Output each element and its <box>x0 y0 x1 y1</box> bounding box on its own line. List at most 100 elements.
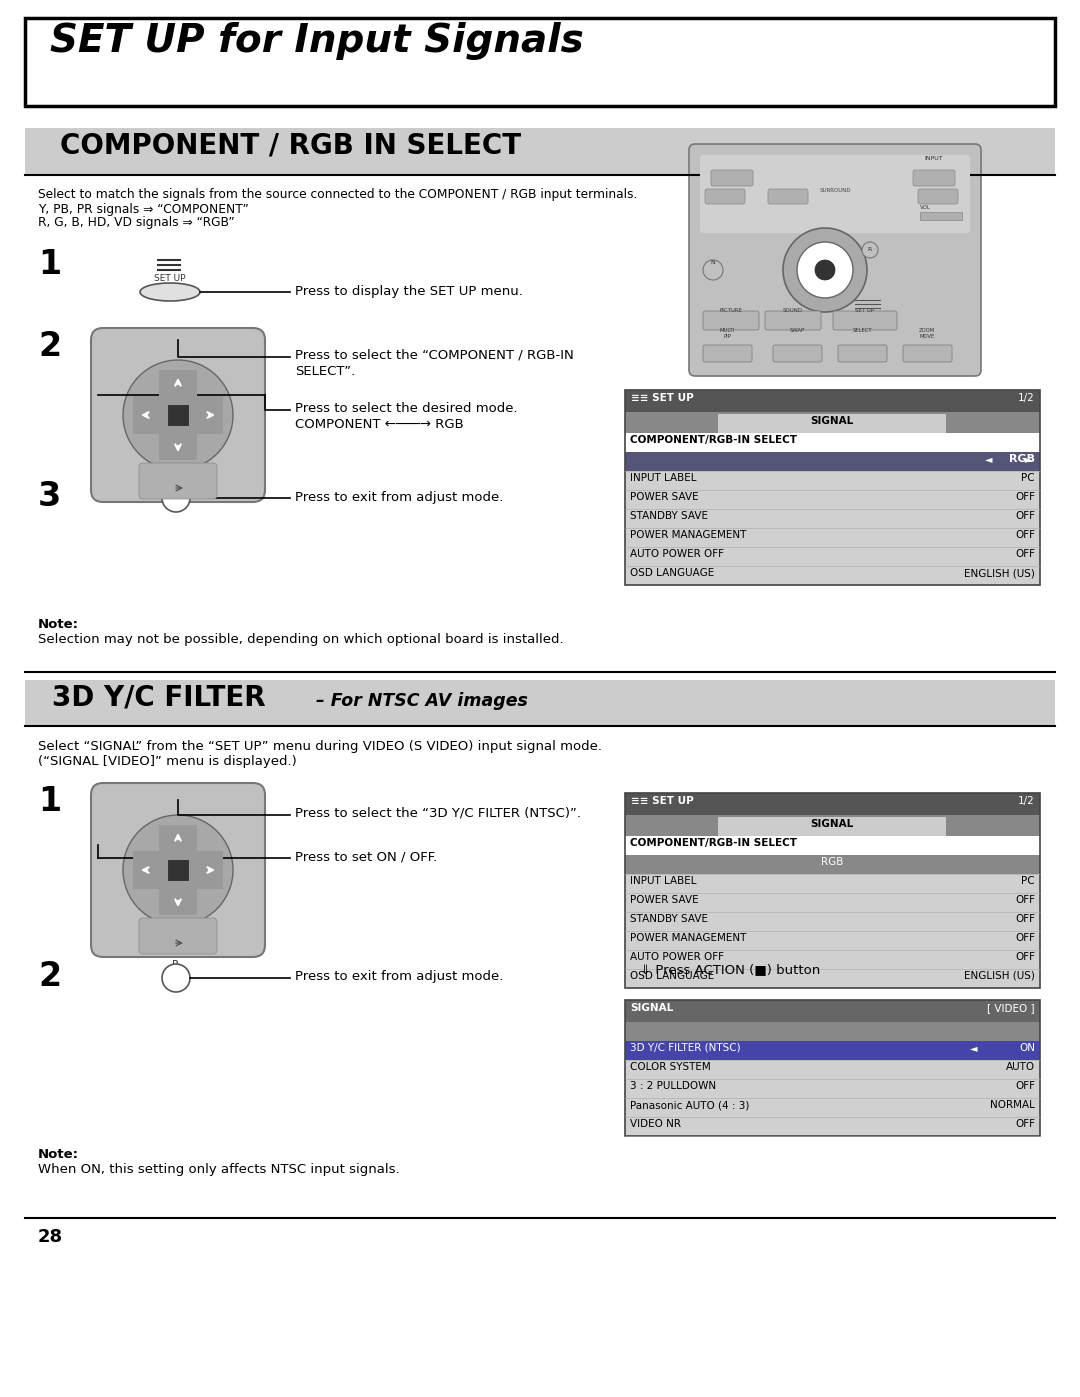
Text: OFF: OFF <box>1015 1119 1035 1129</box>
Bar <box>625 548 1040 566</box>
Text: R: R <box>868 247 873 251</box>
Bar <box>25 680 1055 726</box>
Text: AUTO POWER OFF: AUTO POWER OFF <box>630 549 724 559</box>
Bar <box>168 861 188 880</box>
Bar <box>625 793 1040 988</box>
FancyBboxPatch shape <box>833 312 897 330</box>
Bar <box>133 851 222 888</box>
Text: SELECT: SELECT <box>852 328 872 332</box>
Bar <box>625 566 1040 585</box>
Bar <box>25 129 1055 175</box>
Text: SOUND: SOUND <box>783 307 804 313</box>
Bar <box>159 826 197 915</box>
Bar <box>625 970 1040 988</box>
Text: OFF: OFF <box>1015 529 1035 541</box>
Text: Press to exit from adjust mode.: Press to exit from adjust mode. <box>295 490 503 504</box>
Text: – For NTSC AV images: – For NTSC AV images <box>310 692 528 710</box>
FancyBboxPatch shape <box>91 328 265 502</box>
Bar <box>625 912 1040 930</box>
Text: 3D Y/C FILTER (NTSC): 3D Y/C FILTER (NTSC) <box>630 1044 741 1053</box>
Bar <box>625 1060 1040 1078</box>
Text: ◄: ◄ <box>985 454 993 464</box>
Text: Press to select the “COMPONENT / RGB-IN: Press to select the “COMPONENT / RGB-IN <box>295 349 573 362</box>
Text: ◄: ◄ <box>970 1044 977 1053</box>
FancyBboxPatch shape <box>765 312 821 330</box>
FancyBboxPatch shape <box>705 189 745 204</box>
Bar <box>920 212 962 219</box>
Text: COLOR SYSTEM: COLOR SYSTEM <box>630 1062 711 1071</box>
Bar <box>625 490 1040 509</box>
Text: R: R <box>173 481 179 490</box>
Text: SET UP: SET UP <box>154 274 186 284</box>
Text: COMPONENT ←───→ RGB: COMPONENT ←───→ RGB <box>295 418 463 432</box>
Text: PC: PC <box>1022 474 1035 483</box>
Text: (“SIGNAL [VIDEO]” menu is displayed.): (“SIGNAL [VIDEO]” menu is displayed.) <box>38 754 297 768</box>
Text: 3 : 2 PULLDOWN: 3 : 2 PULLDOWN <box>630 1081 716 1091</box>
Text: COMPONENT / RGB IN SELECT: COMPONENT / RGB IN SELECT <box>60 131 522 161</box>
Text: RGB: RGB <box>821 856 843 868</box>
Circle shape <box>162 483 190 511</box>
Circle shape <box>862 242 878 258</box>
Bar <box>718 414 946 433</box>
Text: OFF: OFF <box>1015 511 1035 521</box>
Bar <box>625 509 1040 528</box>
Text: R: R <box>173 960 179 970</box>
Text: PC: PC <box>1022 876 1035 886</box>
Text: Press to set ON / OFF.: Press to set ON / OFF. <box>295 849 437 863</box>
Circle shape <box>123 360 233 469</box>
Text: INPUT LABEL: INPUT LABEL <box>630 474 697 483</box>
Bar <box>625 930 1040 950</box>
Bar <box>625 855 1040 875</box>
FancyBboxPatch shape <box>139 918 217 954</box>
Text: ►: ► <box>1025 454 1032 464</box>
Bar <box>625 1041 1040 1060</box>
Text: COMPONENT/RGB-IN SELECT: COMPONENT/RGB-IN SELECT <box>630 434 797 446</box>
Circle shape <box>797 242 853 298</box>
Text: INPUT: INPUT <box>924 156 943 161</box>
Text: SET UP: SET UP <box>855 307 875 313</box>
Text: NORMAL: NORMAL <box>990 1099 1035 1111</box>
Text: 1/2: 1/2 <box>1018 796 1035 806</box>
Circle shape <box>162 964 190 992</box>
Text: ENGLISH (US): ENGLISH (US) <box>964 971 1035 981</box>
Bar <box>625 814 1040 835</box>
Text: OFF: OFF <box>1015 933 1035 943</box>
Bar <box>168 405 188 425</box>
Text: OFF: OFF <box>1015 1081 1035 1091</box>
Text: POWER MANAGEMENT: POWER MANAGEMENT <box>630 529 746 541</box>
Text: N: N <box>711 260 715 265</box>
Text: SWAP: SWAP <box>789 328 805 332</box>
Bar <box>625 893 1040 912</box>
Bar <box>625 471 1040 490</box>
Text: RGB: RGB <box>1009 454 1035 464</box>
FancyBboxPatch shape <box>703 312 759 330</box>
Text: R, G, B, HD, VD signals ⇒ “RGB”: R, G, B, HD, VD signals ⇒ “RGB” <box>38 217 234 229</box>
Text: MULTI
PIP: MULTI PIP <box>719 328 734 339</box>
Bar <box>159 370 197 460</box>
Text: ≡≡ SET UP: ≡≡ SET UP <box>631 393 693 402</box>
FancyBboxPatch shape <box>913 170 955 186</box>
Circle shape <box>123 814 233 925</box>
Bar <box>25 18 1055 106</box>
Bar <box>718 817 946 835</box>
Text: POWER SAVE: POWER SAVE <box>630 492 699 502</box>
Circle shape <box>783 228 867 312</box>
FancyBboxPatch shape <box>711 170 753 186</box>
Bar <box>625 453 1040 471</box>
Ellipse shape <box>140 284 200 300</box>
Text: 1/2: 1/2 <box>1018 393 1035 402</box>
Text: 3D Y/C FILTER: 3D Y/C FILTER <box>52 685 266 712</box>
Text: Press to exit from adjust mode.: Press to exit from adjust mode. <box>295 970 503 983</box>
Bar <box>625 875 1040 893</box>
Bar <box>133 395 222 434</box>
Text: ENGLISH (US): ENGLISH (US) <box>964 569 1035 578</box>
Text: SELECT”.: SELECT”. <box>295 365 355 379</box>
Text: SURROUND: SURROUND <box>820 189 851 193</box>
Text: AUTO POWER OFF: AUTO POWER OFF <box>630 951 724 963</box>
Bar <box>625 433 1040 453</box>
Text: When ON, this setting only affects NTSC input signals.: When ON, this setting only affects NTSC … <box>38 1162 400 1176</box>
Circle shape <box>703 260 723 279</box>
Text: 2: 2 <box>38 330 62 363</box>
Text: Select “SIGNAL” from the “SET UP” menu during VIDEO (S VIDEO) input signal mode.: Select “SIGNAL” from the “SET UP” menu d… <box>38 740 602 753</box>
Bar <box>625 1118 1040 1136</box>
